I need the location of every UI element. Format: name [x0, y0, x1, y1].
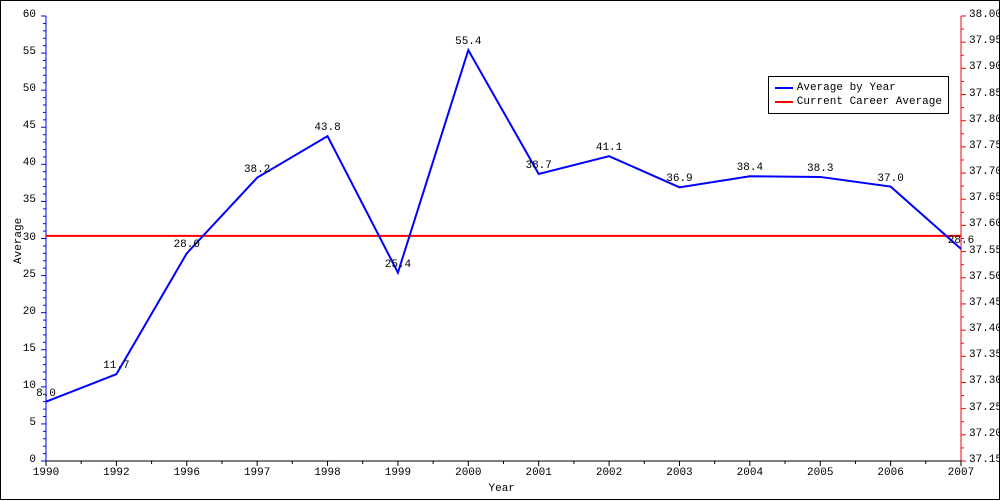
legend-swatch-0 [775, 87, 793, 89]
x-tick-label: 2002 [596, 467, 622, 479]
x-tick-label: 2004 [737, 467, 763, 479]
x-tick-label: 1992 [103, 467, 129, 479]
y-left-tick-label: 25 [23, 269, 36, 281]
data-point-label: 36.9 [666, 173, 692, 185]
y-right-tick-label: 37.50 [969, 271, 1000, 283]
y-left-tick-label: 5 [29, 417, 36, 429]
x-tick-label: 2001 [525, 467, 551, 479]
legend-item-avg-by-year: Average by Year [775, 81, 942, 95]
y-left-tick-label: 45 [23, 120, 36, 132]
y-right-tick-label: 37.40 [969, 323, 1000, 335]
y-left-tick-label: 10 [23, 380, 36, 392]
legend-swatch-1 [775, 101, 793, 103]
y-left-tick-label: 55 [23, 46, 36, 58]
y-left-tick-label: 15 [23, 343, 36, 355]
y-right-tick-label: 37.90 [969, 61, 1000, 73]
y-right-tick-label: 37.60 [969, 218, 1000, 230]
data-point-label: 11.7 [103, 360, 129, 372]
y-right-tick-label: 37.20 [969, 428, 1000, 440]
x-axis-title: Year [489, 483, 515, 495]
x-tick-label: 1990 [33, 467, 59, 479]
y-right-tick-label: 37.70 [969, 166, 1000, 178]
x-tick-label: 1999 [385, 467, 411, 479]
y-right-tick-label: 37.65 [969, 192, 1000, 204]
x-tick-label: 2000 [455, 467, 481, 479]
y-left-tick-label: 0 [29, 454, 36, 466]
data-point-label: 55.4 [455, 36, 481, 48]
x-tick-label: 2007 [948, 467, 974, 479]
data-point-label: 38.7 [525, 160, 551, 172]
y-left-tick-label: 40 [23, 157, 36, 169]
x-tick-label: 1997 [244, 467, 270, 479]
y-left-tick-label: 60 [23, 9, 36, 21]
y-right-tick-label: 37.30 [969, 375, 1000, 387]
data-point-label: 8.0 [36, 388, 56, 400]
data-point-label: 38.2 [244, 164, 270, 176]
data-point-label: 37.0 [877, 173, 903, 185]
legend: Average by Year Current Career Average [768, 76, 949, 114]
data-point-label: 38.3 [807, 163, 833, 175]
y-right-tick-label: 37.45 [969, 297, 1000, 309]
legend-item-career-avg: Current Career Average [775, 95, 942, 109]
y-left-tick-label: 20 [23, 306, 36, 318]
data-point-label: 25.4 [385, 259, 411, 271]
data-point-label: 28.6 [948, 235, 974, 247]
y-right-tick-label: 37.80 [969, 114, 1000, 126]
y-right-tick-label: 37.75 [969, 140, 1000, 152]
y-right-tick-label: 38.00 [969, 9, 1000, 21]
y-left-tick-label: 35 [23, 194, 36, 206]
data-point-label: 28.0 [174, 239, 200, 251]
x-tick-label: 2003 [666, 467, 692, 479]
data-point-label: 41.1 [596, 142, 622, 154]
y-left-axis-title: Average [13, 217, 25, 263]
data-point-label: 43.8 [314, 122, 340, 134]
y-right-tick-label: 37.15 [969, 454, 1000, 466]
data-point-label: 38.4 [737, 162, 763, 174]
y-right-tick-label: 37.85 [969, 88, 1000, 100]
x-tick-label: 2005 [807, 467, 833, 479]
legend-label-0: Average by Year [797, 81, 896, 95]
legend-label-1: Current Career Average [797, 95, 942, 109]
y-right-tick-label: 37.95 [969, 35, 1000, 47]
y-right-tick-label: 37.25 [969, 402, 1000, 414]
x-tick-label: 1998 [314, 467, 340, 479]
chart-container: 051015202530354045505560 37.1537.2037.25… [0, 0, 1000, 500]
x-tick-label: 1996 [174, 467, 200, 479]
x-tick-label: 2006 [877, 467, 903, 479]
y-left-tick-label: 50 [23, 83, 36, 95]
y-right-tick-label: 37.35 [969, 349, 1000, 361]
